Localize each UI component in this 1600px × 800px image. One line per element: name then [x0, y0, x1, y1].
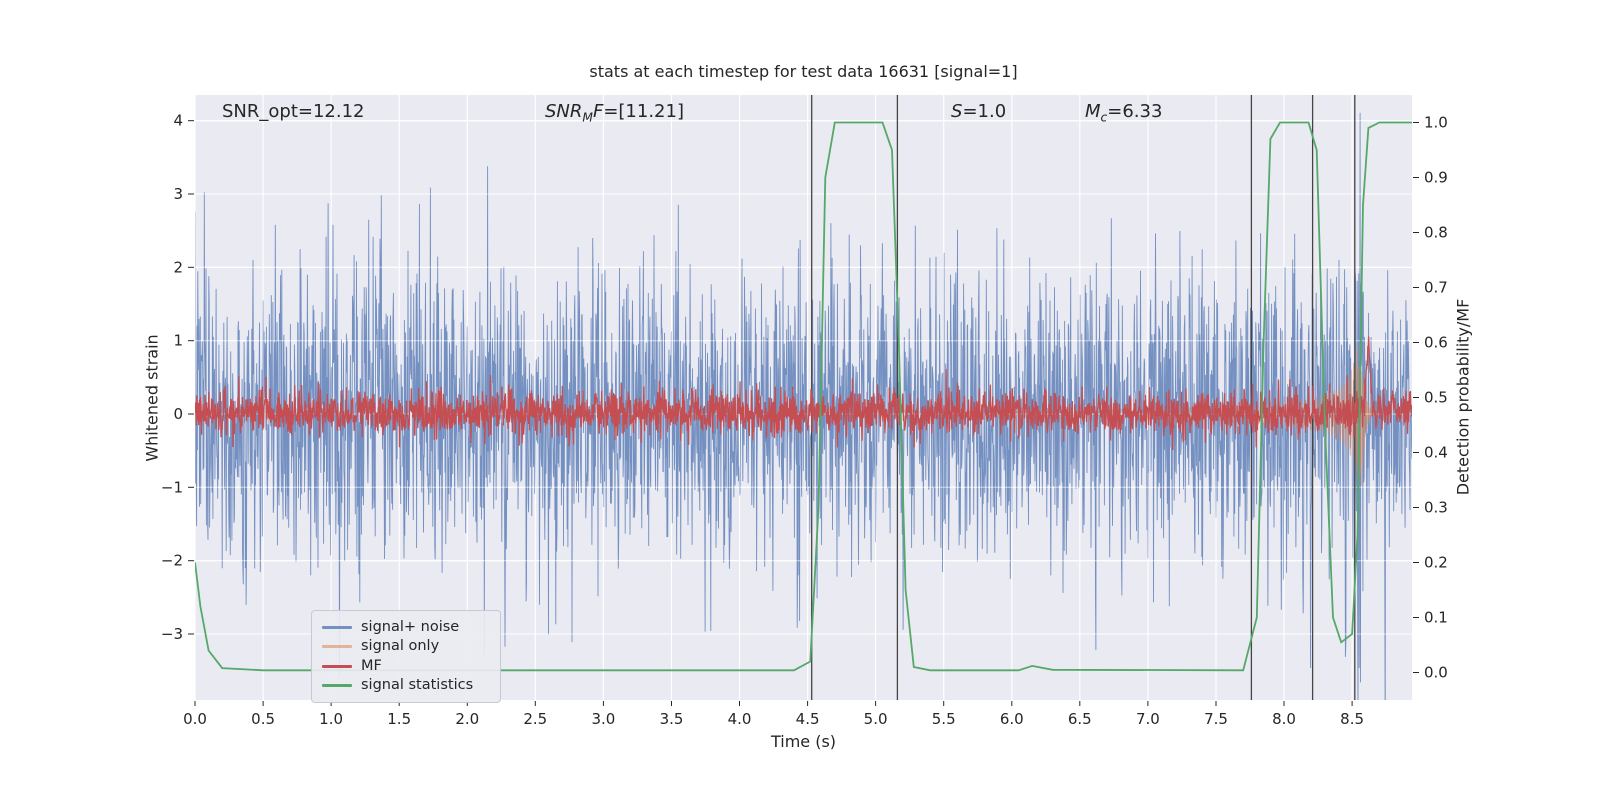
legend-swatch-mf: [322, 664, 352, 668]
x-tick-label: 0.5: [251, 710, 275, 728]
y-right-tick-label: 0.0: [1424, 664, 1448, 682]
plot-root: 0.0 0.5 1.0 1.5 2.0 2.5 3.0 3.5 4.0 4.5 5.0 5.5 6.0 6…: [161, 95, 1448, 728]
legend-label-signal-only: signal only: [361, 638, 440, 655]
annotation-snr-opt-text: SNR_opt=12.12: [222, 101, 365, 122]
legend-swatch-signal-plus-noise: [322, 626, 352, 629]
legend: signal+ noise signal only MF signal stat…: [311, 610, 501, 703]
x-tick-label: 7.5: [1204, 710, 1228, 728]
y-axis-label-right: Detection probability/MF: [1453, 298, 1473, 496]
y-right-tick-label: 1.0: [1424, 114, 1448, 132]
y-left-tick-label: −2: [161, 552, 183, 570]
y-left-tick-label: 3: [173, 185, 183, 203]
y-right-tick-label: 0.8: [1424, 224, 1448, 242]
y-left-tick-label: −3: [161, 625, 183, 643]
annotation-snr-mf-value: =[11.21]: [603, 101, 684, 122]
y-right-tick-label: 0.7: [1424, 279, 1448, 297]
x-tick-label: 4.0: [728, 710, 752, 728]
y-right-tick-label: 0.1: [1424, 609, 1448, 627]
y-right-tick-label: 0.2: [1424, 554, 1448, 572]
series-signal-statistics: [195, 121, 1412, 672]
legend-swatch-signal-only: [322, 645, 352, 649]
x-axis-label: Time (s): [770, 732, 837, 751]
x-tick-label: 6.0: [1000, 710, 1024, 728]
x-tick-label: 0.0: [183, 710, 207, 728]
legend-item-mf: MF: [322, 657, 490, 676]
annotation-s: S=1.0: [951, 101, 1006, 122]
x-tick-label: 2.5: [523, 710, 547, 728]
y-right-tick-label: 0.9: [1424, 169, 1448, 187]
y-left-tick-label: −1: [161, 478, 183, 496]
x-tick-label: 5.0: [864, 710, 888, 728]
x-tick-label: 5.5: [932, 710, 956, 728]
legend-label-signal-plus-noise: signal+ noise: [361, 619, 460, 635]
annotation-s-value: =1.0: [962, 101, 1007, 122]
legend-label-signal-statistics: signal statistics: [361, 676, 474, 693]
x-tick-label: 8.5: [1340, 710, 1364, 728]
series-signal-plus-noise: [195, 112, 1412, 700]
x-tick-label: 3.0: [591, 710, 615, 728]
annotation-snr-mf: SNRMF=[11.21]: [545, 101, 684, 125]
annotation-snr-opt: SNR_opt=12.12: [222, 101, 365, 122]
y-right-tick-label: 0.3: [1424, 499, 1448, 517]
y-left-tick-label: 4: [173, 112, 183, 130]
x-tick-label: 1.0: [319, 710, 343, 728]
y-left-tick-label: 0: [173, 405, 183, 423]
y-left-tick-label: 2: [173, 258, 183, 276]
y-right-tick-label: 0.6: [1424, 334, 1448, 352]
x-tick-label: 2.0: [455, 710, 479, 728]
legend-label-mf: MF: [361, 657, 382, 674]
x-tick-label: 3.5: [660, 710, 684, 728]
x-tick-label: 8.0: [1272, 710, 1296, 728]
series-mf: [195, 336, 1412, 451]
x-tick-label: 6.5: [1068, 710, 1092, 728]
legend-item-signal-statistics: signal statistics: [322, 676, 490, 695]
annotation-mc-math: Mc: [1085, 101, 1108, 125]
legend-item-signal-plus-noise: signal+ noise: [322, 618, 490, 637]
annotation-snr-mf-math: SNRMF: [545, 101, 604, 125]
legend-item-signal-only: signal only: [322, 637, 490, 656]
y-right-tick-label: 0.5: [1424, 389, 1448, 407]
series-layer: [195, 95, 1412, 700]
y-right-tick-label: 0.4: [1424, 444, 1448, 462]
annotation-mc-value: =6.33: [1107, 101, 1163, 122]
annotation-mc: Mc=6.33: [1085, 101, 1162, 125]
x-tick-label: 4.5: [796, 710, 820, 728]
y-axis-label-left: Whitened strain: [142, 334, 162, 462]
x-tick-label: 7.0: [1136, 710, 1160, 728]
x-tick-label: 1.5: [387, 710, 411, 728]
chart-title: stats at each timestep for test data 166…: [589, 62, 1018, 81]
annotation-s-math: S: [951, 101, 963, 122]
legend-swatch-signal-statistics: [322, 683, 352, 687]
y-left-tick-label: 1: [173, 332, 183, 350]
